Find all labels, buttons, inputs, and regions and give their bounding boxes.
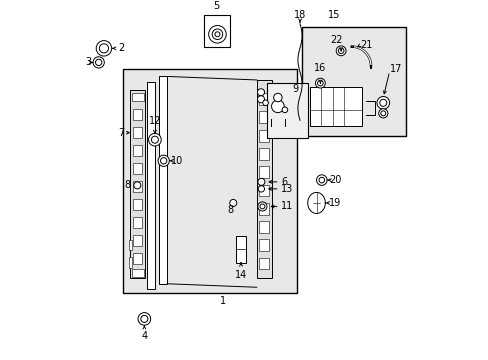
Bar [128, 240, 132, 250]
Bar [259, 112, 269, 123]
Text: 17: 17 [389, 64, 402, 75]
Circle shape [208, 26, 226, 43]
Bar [259, 93, 269, 105]
Text: 19: 19 [328, 198, 341, 208]
Bar [259, 203, 269, 215]
Circle shape [379, 99, 386, 106]
Bar [203, 15, 230, 46]
Circle shape [148, 133, 161, 146]
Bar [133, 235, 142, 246]
Bar [130, 90, 145, 279]
Bar [131, 269, 143, 277]
Circle shape [99, 44, 108, 53]
Text: 22: 22 [330, 35, 343, 45]
Text: 9: 9 [291, 84, 298, 94]
Bar [267, 84, 307, 138]
Circle shape [257, 96, 264, 103]
Circle shape [380, 111, 385, 116]
Circle shape [262, 100, 268, 105]
Text: 16: 16 [314, 63, 326, 73]
Bar [123, 69, 297, 293]
Text: 13: 13 [281, 184, 293, 194]
Circle shape [229, 199, 236, 206]
Text: 6: 6 [281, 177, 287, 187]
Circle shape [151, 136, 158, 143]
Circle shape [282, 107, 287, 113]
Circle shape [257, 178, 264, 185]
Text: 8: 8 [124, 180, 130, 190]
Circle shape [376, 96, 389, 109]
Text: 12: 12 [148, 116, 161, 126]
Circle shape [158, 155, 169, 166]
Circle shape [318, 177, 324, 183]
Circle shape [141, 315, 147, 323]
Circle shape [134, 182, 141, 189]
Circle shape [138, 312, 150, 325]
Text: 15: 15 [327, 10, 340, 20]
Bar [128, 257, 132, 268]
Circle shape [93, 57, 104, 68]
Circle shape [95, 59, 102, 66]
Circle shape [316, 175, 326, 185]
Circle shape [273, 93, 282, 102]
Bar [133, 163, 142, 174]
Bar [256, 80, 271, 279]
Bar [146, 82, 154, 289]
Bar [259, 130, 269, 141]
Text: 14: 14 [234, 270, 246, 280]
Circle shape [260, 204, 264, 209]
Text: 5: 5 [213, 1, 219, 12]
Text: 21: 21 [360, 40, 372, 50]
Circle shape [271, 100, 284, 113]
Bar [133, 217, 142, 228]
Bar [133, 127, 142, 138]
Circle shape [338, 48, 343, 54]
Text: 3: 3 [85, 57, 91, 67]
Circle shape [160, 158, 166, 164]
Circle shape [378, 109, 387, 118]
Bar [133, 253, 142, 264]
Circle shape [212, 29, 222, 40]
Text: 8: 8 [227, 205, 233, 215]
Circle shape [215, 32, 220, 37]
Text: 20: 20 [328, 175, 341, 185]
Bar [259, 221, 269, 233]
Bar [133, 145, 142, 156]
Bar [259, 239, 269, 251]
Circle shape [258, 186, 264, 192]
Text: 4: 4 [141, 332, 147, 342]
Bar [133, 199, 142, 210]
Circle shape [336, 46, 346, 56]
Bar [159, 76, 167, 284]
Text: 2: 2 [118, 43, 124, 53]
Bar [133, 109, 142, 120]
Bar [302, 27, 406, 136]
Text: 1: 1 [220, 296, 226, 306]
Circle shape [96, 41, 111, 56]
Circle shape [257, 202, 266, 211]
Text: 18: 18 [293, 10, 305, 20]
Bar [309, 87, 362, 126]
Bar [259, 166, 269, 178]
Bar [259, 185, 269, 197]
Bar [259, 148, 269, 160]
Circle shape [257, 89, 264, 96]
Bar [131, 93, 143, 101]
Bar [235, 236, 246, 263]
Text: 10: 10 [170, 156, 183, 166]
Bar [259, 258, 269, 270]
Bar [133, 181, 142, 192]
Text: 11: 11 [281, 202, 293, 211]
Circle shape [315, 78, 325, 88]
Text: 7: 7 [118, 128, 124, 138]
Circle shape [317, 80, 323, 86]
